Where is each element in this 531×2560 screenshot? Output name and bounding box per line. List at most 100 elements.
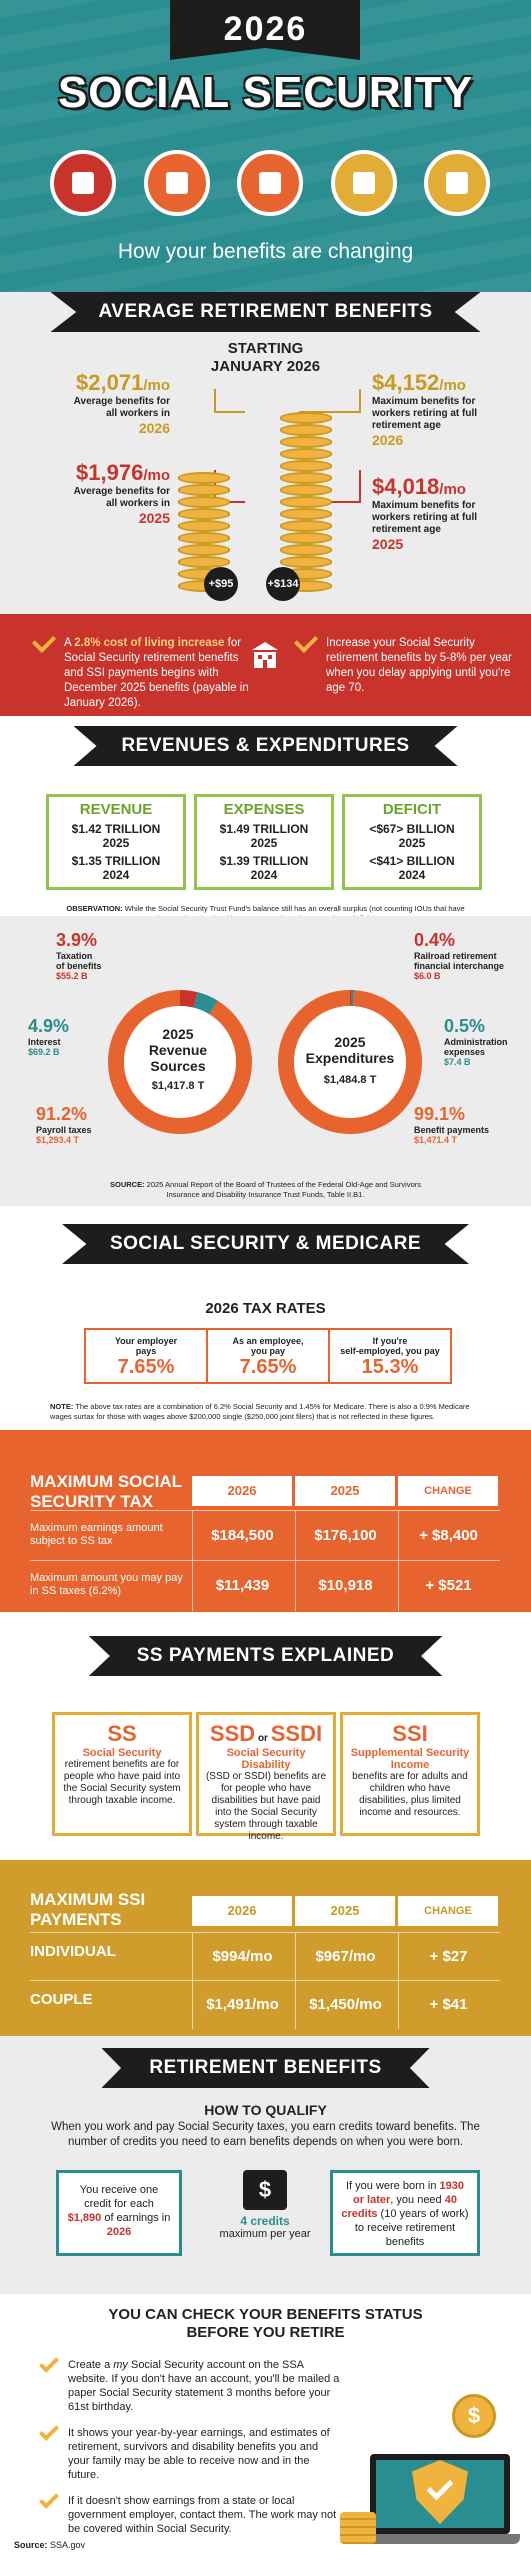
check-pre: It shows your year-by-year earnings, and…	[68, 2427, 330, 2481]
medicare-title: 2026 TAX RATES	[205, 1300, 326, 1317]
medicare-note: NOTE: The above tax rates are a combinat…	[50, 1402, 490, 1422]
rev-item1-amt: $69.2 B	[28, 1047, 60, 1057]
col-head: REVENUE	[79, 801, 153, 818]
rev-donut-slice-1	[193, 992, 218, 1015]
check-pre: If it doesn't show earnings from a state…	[68, 2495, 337, 2535]
retire-left-amt: $1,890	[67, 2212, 102, 2224]
coin-stack-left	[178, 462, 230, 592]
maxtax-rows: Maximum earnings amount subject to SS ta…	[30, 1510, 500, 1611]
payments-section: SS PAYMENTS EXPLAINED SS Social Security…	[0, 1612, 531, 1860]
col-y1: 2025	[398, 836, 426, 850]
retire-title: HOW TO QUALIFY	[204, 2102, 327, 2118]
laptop-illustration: $	[340, 2394, 520, 2554]
avg-left-2025-line2: all workers in	[106, 498, 170, 509]
row-ch: + $521	[398, 1561, 498, 1611]
check-title: YOU CAN CHECK YOUR BENEFITS STATUS BEFOR…	[0, 2306, 531, 2342]
cash-icon	[330, 150, 397, 216]
avg-left-2025-year: 2025	[138, 510, 170, 526]
exp-title2: Expenditures	[305, 1050, 395, 1066]
avg-right-2026-line3: retirement age	[372, 420, 441, 431]
rev-donut-slice-2	[108, 990, 252, 1134]
laptop-base	[360, 2534, 520, 2544]
revexp-columns: REVENUE $1.42 TRILLION 2025 $1.35 TRILLION 2…	[46, 794, 486, 890]
exp-title1: 2025	[334, 1034, 366, 1050]
check-em: my	[113, 2359, 128, 2371]
coin	[280, 544, 332, 556]
ssi-head-2026: 2026	[192, 1896, 292, 1926]
exp-total: $1,484.8 T	[323, 1074, 377, 1086]
check-item: Create a my Social Security account on t…	[39, 2353, 340, 2414]
row-ch: + $8,400	[398, 1511, 498, 1561]
coin	[280, 448, 332, 460]
maxtax-head-2026: 2026	[192, 1476, 292, 1506]
cola-left-bold: 2.8% cost of living increase	[74, 637, 225, 649]
building-icon-glyph	[165, 172, 188, 194]
avg-connector-lines	[214, 389, 361, 503]
ssi-h2025: 2025	[330, 1903, 360, 1918]
donut-source-label: SOURCE:	[109, 1180, 145, 1189]
row-v26: $184,500	[192, 1511, 292, 1561]
retire-right-c: 40 credits	[341, 2194, 457, 2220]
revexp-observation: OBSERVATION: While the Social Security T…	[60, 904, 471, 916]
medical-kit-icon	[237, 150, 303, 216]
ssi-head-2025: 2025	[295, 1896, 395, 1926]
donut-charts	[108, 990, 422, 1134]
avg-left-2025: $1,976/mo Average benefits for all worke…	[10, 460, 170, 526]
flag-stripes	[0, 0, 531, 292]
tax-rate-0: Your employer pays 7.65%	[86, 1330, 208, 1382]
coin	[280, 424, 332, 436]
retire-center-c1: 4 credits	[240, 2214, 290, 2228]
rev-item2-amt: $1,293.4 T	[36, 1135, 80, 1145]
check-item: It shows your year-by-year earnings, and…	[39, 2421, 340, 2482]
rate-l1: As an employee,	[232, 1336, 304, 1346]
coin	[178, 556, 230, 568]
maxtax-h2026: 2026	[227, 1483, 257, 1498]
avg-left-2026-line1: Average benefits for	[73, 396, 170, 407]
retire-right-y: 1930 or later	[353, 2180, 465, 2206]
card-ssi-text: benefits are for adults and children who…	[352, 1771, 468, 1818]
rev-item0-l2: of benefits	[56, 961, 102, 971]
avg-left-2025-line1: Average benefits for	[73, 486, 170, 497]
coin-badge-right-text: +$134	[267, 578, 299, 590]
exp-item0-pct: 0.4%	[414, 930, 456, 950]
row-label: COUPLE	[30, 1991, 93, 2008]
coin-stack-right	[280, 402, 332, 592]
row-ch: + $41	[398, 1981, 498, 2029]
col-y2: 2024	[250, 868, 278, 882]
coin	[178, 520, 230, 532]
rev-title1: 2025	[162, 1026, 194, 1042]
calculator-icon-glyph	[446, 172, 468, 194]
coin	[280, 472, 332, 484]
coin	[178, 508, 230, 520]
check-source-label: Source:	[14, 2540, 48, 2550]
avg-banner: AVERAGE RETIREMENT BENEFITS	[50, 292, 481, 332]
col-y1: 2025	[102, 836, 130, 850]
col-head: DEFICIT	[382, 801, 442, 818]
col-y1: 2025	[250, 836, 278, 850]
coin	[178, 484, 230, 496]
table-row: Maximum earnings amount subject to SS ta…	[30, 1510, 500, 1561]
table-row: INDIVIDUAL $994/mo $967/mo + $27	[30, 1932, 500, 1981]
check-source-text: SSA.gov	[47, 2540, 86, 2550]
rev-item1-l1: Interest	[28, 1037, 61, 1047]
card-ss-text: retirement benefits are for people who h…	[63, 1759, 181, 1806]
avg-right-2026-year: 2026	[372, 432, 404, 448]
check-pre: Create a	[68, 2359, 114, 2371]
avg-left-2025-value: $1,976	[76, 460, 144, 485]
card-ssi-big: SSI	[392, 1721, 428, 1746]
rate-l1: Your employer	[114, 1336, 178, 1346]
ssi-head-change: CHANGE	[398, 1896, 498, 1926]
header-subtitle: How your benefits are changing	[117, 240, 414, 263]
exp-item2-amt: $1,471.4 T	[414, 1135, 458, 1145]
avg-right-2025-line2: workers retiring at full	[372, 512, 478, 523]
coin	[178, 496, 230, 508]
coin	[280, 436, 332, 448]
exp-item2-pct: 99.1%	[414, 1104, 466, 1124]
ssi-title: MAXIMUM SSI PAYMENTS	[30, 1890, 146, 1929]
check-title2: BEFORE YOU RETIRE	[186, 2324, 345, 2341]
rev-item-tax: 3.9% Taxation of benefits $55.2 B	[56, 930, 146, 981]
avg-benefits-section: AVERAGE RETIREMENT BENEFITS STARTING JAN…	[0, 292, 531, 614]
avg-left-2026-unit: /mo	[143, 377, 170, 394]
row-v26: $994/mo	[192, 1933, 292, 1981]
retire-left-pre: You receive one credit for each	[79, 2184, 159, 2210]
